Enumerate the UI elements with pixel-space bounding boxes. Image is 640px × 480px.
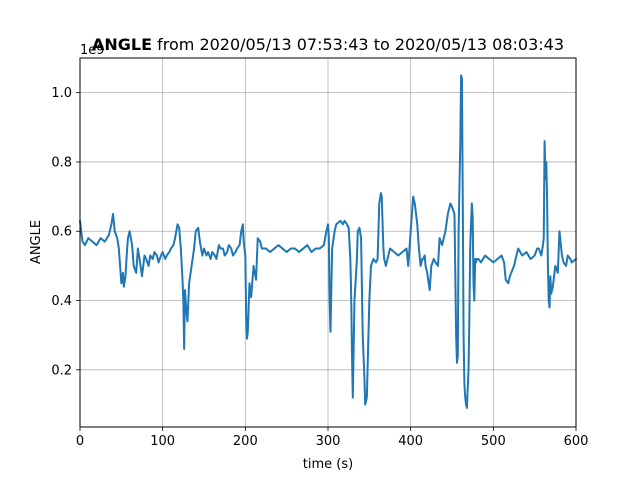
x-axis-label: time (s) xyxy=(303,457,353,472)
x-tick-label: 400 xyxy=(398,434,423,449)
series-line xyxy=(79,74,577,409)
x-tick-label: 600 xyxy=(564,434,589,449)
x-tick-label: 100 xyxy=(150,434,175,449)
y-axis-label: ANGLE xyxy=(29,220,44,264)
title-bold-part: ANGLE xyxy=(92,35,152,54)
y-tick-label: 1.0 xyxy=(51,86,72,101)
y-tick-label: 0.4 xyxy=(51,294,72,309)
y-tick-label: 0.8 xyxy=(51,155,72,170)
x-tick-label: 0 xyxy=(76,434,84,449)
y-multiplier-label: 1e9 xyxy=(80,43,105,58)
x-tick-label: 300 xyxy=(316,434,341,449)
title-rest-part: from 2020/05/13 07:53:43 to 2020/05/13 0… xyxy=(152,35,564,54)
x-tick-label: 500 xyxy=(481,434,506,449)
y-axis: 0.2 0.4 0.6 0.8 1.0 xyxy=(51,86,80,378)
y-tick-label: 0.2 xyxy=(51,363,72,378)
x-axis: 0 100 200 300 400 500 600 xyxy=(76,427,589,449)
y-tick-label: 0.6 xyxy=(51,225,72,240)
x-tick-label: 200 xyxy=(233,434,258,449)
chart-title: ANGLE from 2020/05/13 07:53:43 to 2020/0… xyxy=(92,35,564,54)
